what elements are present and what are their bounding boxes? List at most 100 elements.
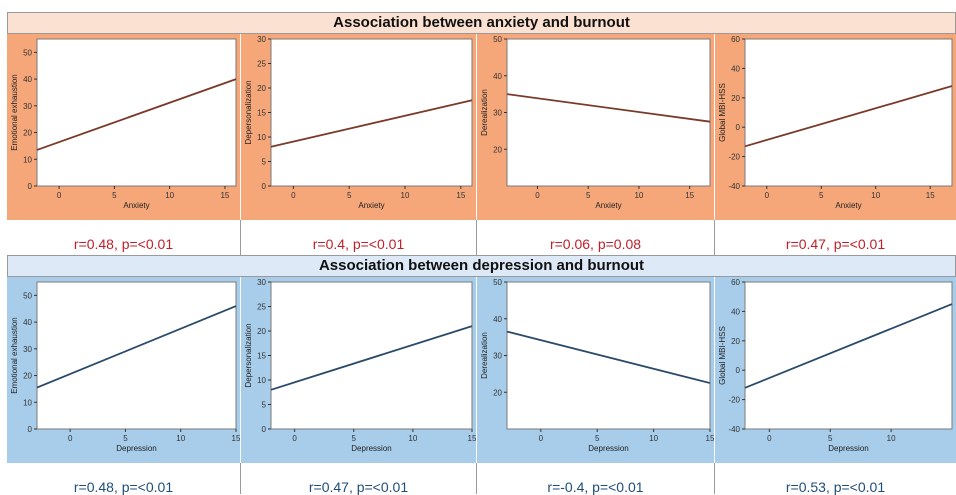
y-tick-label: 20 xyxy=(493,388,502,397)
regression-line xyxy=(270,325,473,391)
x-tick-label: 0 xyxy=(767,434,772,443)
chart-anxiety-3: 20 30 40 50 0 5 10 15 Anxiety Derealization xyxy=(477,34,714,220)
chart-anxiety-2: 0 5 10 15 20 25 30 0 5 10 15 Anxiety Depersonalizati… xyxy=(241,34,476,220)
y-tick-label: 50 xyxy=(493,278,502,287)
y-axis-label: Global MBI-HSS xyxy=(718,83,727,142)
y-tick-label: 60 xyxy=(731,278,740,287)
y-tick-label: 0 xyxy=(262,425,267,434)
y-tick-label: 20 xyxy=(23,372,32,381)
regression-line xyxy=(36,305,237,389)
y-axis-label: Emotional exhaustion xyxy=(10,74,19,151)
y-tick-label: 30 xyxy=(493,352,502,361)
y-tick-label: 10 xyxy=(257,133,266,142)
x-tick-label: 5 xyxy=(123,434,128,443)
x-axis-label: Depression xyxy=(828,444,868,453)
x-tick-label: 5 xyxy=(828,434,833,443)
x-tick-label: 0 xyxy=(535,191,540,200)
y-axis-label: Global MBI-HSS xyxy=(718,326,727,385)
y-tick-label: 10 xyxy=(257,376,266,385)
section-header-depression: Association between depression and burno… xyxy=(7,255,956,277)
y-tick-label: 10 xyxy=(23,398,32,407)
plot-area xyxy=(506,281,711,430)
y-tick-label: 20 xyxy=(257,84,266,93)
y-tick-label: 0 xyxy=(736,366,741,375)
x-tick-label: 5 xyxy=(586,191,591,200)
x-tick-label: 5 xyxy=(347,191,352,200)
y-tick-label: 50 xyxy=(23,291,32,300)
x-tick-label: 0 xyxy=(539,434,544,443)
y-tick-label: -40 xyxy=(728,425,740,434)
x-axis-label: Anxiety xyxy=(595,201,621,210)
x-tick-label: 15 xyxy=(926,191,935,200)
x-axis-label: Depression xyxy=(116,444,156,453)
y-tick-label: 5 xyxy=(262,158,267,167)
chart-depression-2: 0 5 10 15 20 25 30 0 5 10 15 Depression Depersonaliz… xyxy=(241,277,476,463)
plot-area xyxy=(744,281,953,430)
chart-anxiety-1: 0 10 20 30 40 50 0 5 10 15 Anxiety Emotional exhaus… xyxy=(7,34,240,220)
y-tick-label: 30 xyxy=(257,35,266,44)
correlation-stat: r=0.4, p=<0.01 xyxy=(312,236,405,252)
chart-anxiety-4: -40 -20 0 20 40 60 0 5 10 15 Anxiety Global MBI-HSS xyxy=(715,34,956,220)
chart-depression-3: 20 30 40 50 0 5 10 15 Depression Derealization xyxy=(477,277,714,463)
plot-area xyxy=(36,38,237,187)
section-header-anxiety: Association between anxiety and burnout xyxy=(7,12,956,34)
y-axis-label: Depersonalization xyxy=(244,80,253,144)
y-tick-label: 20 xyxy=(23,129,32,138)
x-tick-label: 0 xyxy=(765,191,770,200)
y-tick-label: 15 xyxy=(257,352,266,361)
y-tick-label: 40 xyxy=(493,72,502,81)
x-tick-label: 0 xyxy=(57,191,62,200)
y-axis-label: Derealization xyxy=(480,89,489,136)
y-tick-label: 10 xyxy=(23,155,32,164)
x-tick-label: 0 xyxy=(291,191,296,200)
x-axis-label: Anxiety xyxy=(123,201,149,210)
y-tick-label: 25 xyxy=(257,303,266,312)
y-tick-label: 40 xyxy=(731,64,740,73)
x-tick-label: 5 xyxy=(819,191,824,200)
y-tick-label: 0 xyxy=(28,425,33,434)
x-axis-label: Anxiety xyxy=(835,201,861,210)
x-tick-label: 0 xyxy=(68,434,73,443)
y-axis-label: Emotional exhaustion xyxy=(10,317,19,394)
y-tick-label: 30 xyxy=(257,278,266,287)
correlation-stat: r=0.48, p=<0.01 xyxy=(73,236,174,252)
plot-area xyxy=(744,38,953,187)
y-tick-label: 0 xyxy=(262,182,267,191)
y-tick-label: -40 xyxy=(728,182,740,191)
x-tick-label: 5 xyxy=(352,434,357,443)
correlation-stat: r=0.53, p=<0.01 xyxy=(785,479,886,495)
column-divider xyxy=(240,463,241,494)
y-tick-label: 50 xyxy=(23,48,32,57)
column-divider xyxy=(476,220,477,255)
regression-line xyxy=(506,93,711,123)
plot-area xyxy=(506,38,711,187)
x-tick-label: 10 xyxy=(634,191,643,200)
y-tick-label: 40 xyxy=(731,307,740,316)
chart-depression-1: 0 10 20 30 40 50 0 5 10 15 Depression Emotional exh… xyxy=(7,277,240,463)
y-tick-label: 40 xyxy=(23,318,32,327)
x-tick-label: 10 xyxy=(176,434,185,443)
y-tick-label: 30 xyxy=(23,102,32,111)
column-divider xyxy=(240,220,241,255)
x-tick-label: 5 xyxy=(112,191,117,200)
x-tick-label: 15 xyxy=(706,434,714,443)
plot-area xyxy=(270,281,473,430)
y-tick-label: 30 xyxy=(493,109,502,118)
regression-line xyxy=(36,78,237,151)
column-divider xyxy=(476,463,477,494)
y-tick-label: 0 xyxy=(736,123,741,132)
y-axis-label: Derealization xyxy=(480,332,489,379)
y-tick-label: -20 xyxy=(728,153,740,162)
y-tick-label: 15 xyxy=(257,109,266,118)
y-tick-label: 0 xyxy=(28,182,33,191)
regression-line xyxy=(744,303,953,389)
regression-line xyxy=(506,330,711,384)
y-tick-label: 40 xyxy=(493,315,502,324)
chart-depression-4: -40 -20 0 20 40 60 0 5 10 Depression Global MBI-HS… xyxy=(715,277,956,463)
correlation-stat: r=0.06, p=0.08 xyxy=(549,236,642,252)
x-tick-label: 10 xyxy=(165,191,174,200)
x-tick-label: 10 xyxy=(649,434,658,443)
x-tick-label: 15 xyxy=(685,191,694,200)
x-tick-label: 10 xyxy=(871,191,880,200)
x-tick-label: 0 xyxy=(292,434,297,443)
